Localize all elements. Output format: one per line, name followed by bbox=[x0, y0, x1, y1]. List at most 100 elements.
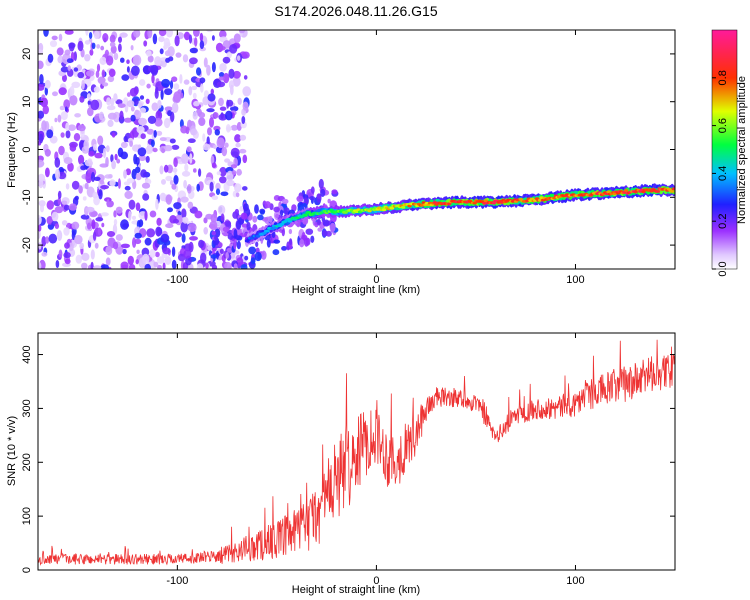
heatmap-noise-blob bbox=[207, 127, 212, 136]
heatmap-noise-blob bbox=[198, 239, 205, 249]
heatmap-noise-blob bbox=[196, 263, 204, 269]
heatmap-ridge-cell bbox=[389, 206, 395, 210]
heatmap-noise-blob bbox=[214, 129, 220, 136]
heatmap-noise-blob bbox=[219, 30, 227, 39]
heatmap-noise-blob bbox=[180, 221, 188, 233]
heatmap-noise-blob bbox=[65, 130, 71, 139]
heatmap-ridge-cell bbox=[265, 229, 270, 233]
heatmap-noise-blob bbox=[129, 87, 138, 97]
heatmap-noise-blob bbox=[165, 194, 172, 205]
heatmap-noise-blob bbox=[202, 143, 211, 151]
heatmap-noise-blob bbox=[45, 236, 50, 244]
heatmap-noise-blob bbox=[91, 219, 96, 230]
heatmap-noise-blob bbox=[63, 252, 71, 259]
heatmap-noise-blob bbox=[126, 92, 131, 97]
heatmap-noise-blob bbox=[67, 124, 77, 131]
heatmap-noise-blob bbox=[210, 88, 214, 95]
heatmap-transition-blob bbox=[233, 228, 238, 239]
heatmap-noise-blob bbox=[105, 245, 113, 256]
heatmap-noise-blob bbox=[164, 50, 171, 57]
heatmap-noise-blob bbox=[99, 111, 104, 121]
heatmap-transition-blob bbox=[254, 204, 259, 214]
heatmap-noise-blob bbox=[38, 84, 45, 91]
heatmap-transition-blob bbox=[266, 239, 271, 248]
snr-y-tick-label: 300 bbox=[21, 399, 33, 417]
heatmap-noise-blob bbox=[239, 134, 247, 141]
heatmap-transition-blob bbox=[244, 255, 249, 261]
heatmap-noise-blob bbox=[113, 52, 119, 61]
heatmap-noise-blob bbox=[95, 217, 104, 222]
snr-x-ticks: -100 0 100 bbox=[166, 333, 585, 587]
heatmap-noise-blob bbox=[174, 35, 180, 47]
heatmap-noise-blob bbox=[234, 134, 242, 143]
heatmap-noise-blob bbox=[199, 40, 205, 50]
heatmap-noise-blob bbox=[88, 151, 95, 157]
heatmap-noise-blob bbox=[80, 165, 87, 171]
heatmap-noise-blob bbox=[123, 169, 127, 179]
heatmap-ridge-cell bbox=[670, 190, 675, 193]
heatmap-noise-blob bbox=[173, 175, 179, 185]
heatmap-noise-blob bbox=[136, 126, 145, 134]
snr-frame bbox=[37, 332, 676, 571]
heatmap-noise-blob bbox=[165, 223, 174, 229]
heatmap-transition-blob bbox=[322, 219, 330, 226]
heatmap-noise-blob bbox=[119, 32, 128, 38]
heatmap-noise-blob bbox=[193, 168, 197, 173]
heatmap-noise-blob bbox=[180, 92, 184, 99]
heatmap-noise-blob bbox=[171, 246, 176, 257]
heatmap-noise-blob bbox=[229, 84, 234, 96]
heatmap-noise-blob bbox=[86, 93, 91, 100]
heatmap-y-tick-label: -10 bbox=[21, 189, 33, 205]
snr-y-tick-label: 100 bbox=[21, 507, 33, 525]
colorbar: 0.0 0.2 0.4 0.6 0.8 Normalized spectral ampl… bbox=[711, 29, 748, 277]
heatmap-noise-blob bbox=[49, 40, 58, 48]
heatmap-noise-blob bbox=[221, 146, 228, 157]
heatmap-noise-blob bbox=[206, 30, 214, 33]
heatmap-noise-blob bbox=[230, 106, 239, 112]
heatmap-transition-blob bbox=[327, 198, 331, 204]
heatmap-noise-blob bbox=[224, 142, 229, 148]
heatmap-noise-blob bbox=[215, 182, 221, 191]
heatmap-noise-blob bbox=[198, 112, 206, 119]
heatmap-noise-blob bbox=[236, 121, 242, 131]
heatmap-noise-blob bbox=[160, 59, 167, 68]
heatmap-noise-blob bbox=[130, 45, 134, 51]
heatmap-x-tick-label: 0 bbox=[373, 274, 379, 286]
heatmap-noise-blob bbox=[106, 105, 116, 111]
heatmap-noise-blob bbox=[113, 93, 118, 102]
heatmap-transition-blob bbox=[305, 228, 314, 235]
heatmap-transition-blob bbox=[329, 222, 336, 233]
heatmap-transition-blob bbox=[240, 264, 248, 269]
heatmap-noise-blob bbox=[145, 155, 150, 163]
heatmap-noise-blob bbox=[220, 191, 229, 197]
heatmap-noise-blob bbox=[149, 249, 156, 258]
heatmap-noise-blob bbox=[187, 138, 196, 143]
heatmap-noise-blob bbox=[153, 261, 159, 268]
snr-panel: -100 0 100 0 100 200 300 400 Height of straigh… bbox=[6, 332, 676, 596]
heatmap-noise-blob bbox=[41, 120, 47, 131]
heatmap-noise-blob bbox=[230, 124, 238, 131]
heatmap-noise-blob bbox=[123, 135, 128, 143]
heatmap-transition-blob bbox=[250, 257, 256, 265]
heatmap-transition-blob bbox=[275, 213, 280, 219]
heatmap-noise-blob bbox=[84, 182, 89, 190]
heatmap-noise-blob bbox=[224, 158, 231, 163]
heatmap-noise-blob bbox=[194, 210, 203, 219]
heatmap-noise-blob bbox=[211, 195, 219, 200]
heatmap-transition-blob bbox=[233, 263, 238, 269]
heatmap-noise-blob bbox=[71, 81, 81, 89]
heatmap-noise-blob bbox=[243, 75, 248, 80]
heatmap-noise-blob bbox=[39, 74, 44, 85]
heatmap-noise-blob bbox=[144, 146, 154, 154]
heatmap-noise-blob bbox=[71, 230, 76, 240]
heatmap-noise-blob bbox=[98, 189, 103, 200]
heatmap-noise-blob bbox=[54, 223, 60, 230]
heatmap-noise-blob bbox=[135, 259, 139, 265]
heatmap-noise-blob bbox=[186, 184, 192, 194]
heatmap-noise-blob bbox=[155, 226, 162, 237]
heatmap-noise-blob bbox=[189, 153, 193, 164]
heatmap-noise-blob bbox=[226, 170, 234, 182]
heatmap-noise-blob bbox=[130, 106, 135, 112]
heatmap-noise-blob bbox=[188, 86, 193, 96]
heatmap-transition-blob bbox=[273, 239, 281, 244]
